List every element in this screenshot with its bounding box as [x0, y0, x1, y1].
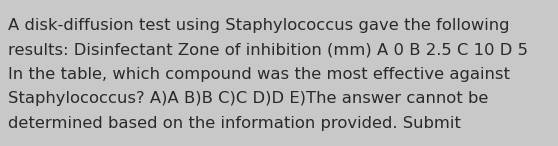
Text: A disk-diffusion test using Staphylococcus gave the following: A disk-diffusion test using Staphylococc…: [8, 18, 510, 33]
Text: determined based on the information provided. Submit: determined based on the information prov…: [8, 116, 461, 131]
Text: In the table, which compound was the most effective against: In the table, which compound was the mos…: [8, 67, 511, 82]
Text: results: Disinfectant Zone of inhibition (mm) A 0 B 2.5 C 10 D 5: results: Disinfectant Zone of inhibition…: [8, 42, 528, 57]
Text: Staphylococcus? A)A B)B C)C D)D E)The answer cannot be: Staphylococcus? A)A B)B C)C D)D E)The an…: [8, 91, 489, 106]
